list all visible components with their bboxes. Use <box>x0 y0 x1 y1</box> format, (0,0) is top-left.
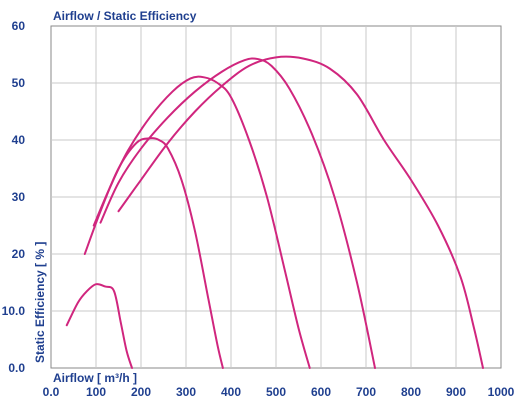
x-tick-label: 700 <box>356 385 376 399</box>
y-tick-label: 0.0 <box>8 361 25 375</box>
x-tick-label: 400 <box>221 385 241 399</box>
x-tick-label: 300 <box>176 385 196 399</box>
efficiency-curve-4 <box>99 57 376 369</box>
y-tick-label: 20 <box>12 247 26 261</box>
efficiency-curve-1 <box>65 283 133 369</box>
y-tick-labels: 0.0 10.0 20 30 40 50 60 <box>2 19 26 375</box>
y-tick-label: 40 <box>12 133 26 147</box>
x-tick-label: 900 <box>446 385 466 399</box>
x-tick-label: 600 <box>311 385 331 399</box>
x-axis-label: Airflow [ m³/h ] <box>53 371 137 385</box>
y-axis-label: Static Efficiency [ % ] <box>33 242 47 363</box>
efficiency-curves <box>65 55 484 369</box>
y-tick-label: 30 <box>12 190 26 204</box>
x-tick-labels: 0.0 100 200 300 400 500 600 700 800 900 1000 <box>43 385 515 399</box>
x-tick-label: 200 <box>131 385 151 399</box>
y-tick-label: 60 <box>12 19 26 33</box>
y-grid <box>51 82 501 312</box>
x-tick-label: 500 <box>266 385 286 399</box>
x-tick-label: 100 <box>86 385 106 399</box>
x-tick-label: 1000 <box>488 385 515 399</box>
y-tick-label: 50 <box>12 76 26 90</box>
chart-title: Airflow / Static Efficiency <box>53 9 197 23</box>
x-tick-label: 800 <box>401 385 421 399</box>
efficiency-curve-5 <box>117 55 484 369</box>
y-tick-label: 10.0 <box>2 304 26 318</box>
x-tick-label: 0.0 <box>43 385 60 399</box>
